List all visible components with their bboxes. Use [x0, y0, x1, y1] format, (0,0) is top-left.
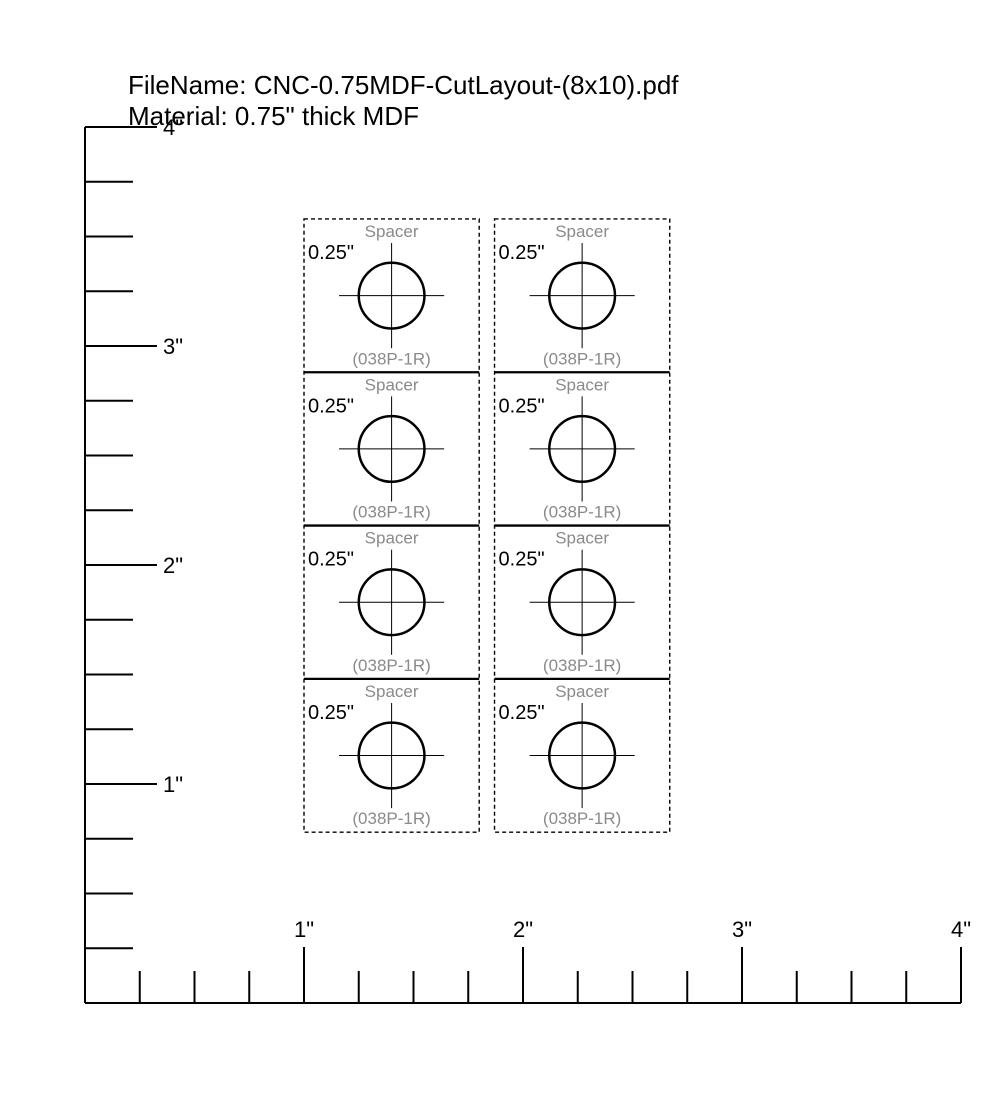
h-tick-label: 2": [513, 917, 533, 942]
h-tick-label: 3": [732, 917, 752, 942]
spacer-label: Spacer: [555, 529, 609, 548]
spacer-label: Spacer: [365, 375, 419, 394]
dimension-label: 0.25": [499, 702, 545, 724]
spacer-label: Spacer: [555, 375, 609, 394]
part-number-label: (038P-1R): [352, 349, 430, 368]
dimension-label: 0.25": [308, 242, 354, 264]
part-number-label: (038P-1R): [352, 809, 430, 828]
part-number-label: (038P-1R): [543, 503, 621, 522]
spacer-label: Spacer: [555, 222, 609, 241]
spacer-label: Spacer: [555, 682, 609, 701]
page: FileName: CNC-0.75MDF-CutLayout-(8x10).p…: [0, 0, 989, 1094]
v-tick-label: 2": [163, 553, 183, 578]
part-number-label: (038P-1R): [352, 656, 430, 675]
v-tick-label: 3": [163, 334, 183, 359]
dimension-label: 0.25": [308, 549, 354, 571]
dimension-label: 0.25": [308, 395, 354, 417]
part-number-label: (038P-1R): [543, 809, 621, 828]
spacer-label: Spacer: [365, 529, 419, 548]
cut-layout-drawing: 1" 2" 3" 4" 1" 2" 3" 4" Spacer 0.25" (038P-1R) Spac…: [0, 0, 989, 1094]
h-tick-label: 1": [294, 917, 314, 942]
part-number-label: (038P-1R): [543, 349, 621, 368]
dimension-label: 0.25": [499, 242, 545, 264]
h-tick-label: 4": [951, 917, 971, 942]
v-tick-label: 4": [163, 115, 183, 140]
dimension-label: 0.25": [499, 395, 545, 417]
part-number-label: (038P-1R): [352, 503, 430, 522]
v-tick-label: 1": [163, 772, 183, 797]
part-number-label: (038P-1R): [543, 656, 621, 675]
spacer-label: Spacer: [365, 222, 419, 241]
dimension-label: 0.25": [499, 549, 545, 571]
spacer-label: Spacer: [365, 682, 419, 701]
dimension-label: 0.25": [308, 702, 354, 724]
